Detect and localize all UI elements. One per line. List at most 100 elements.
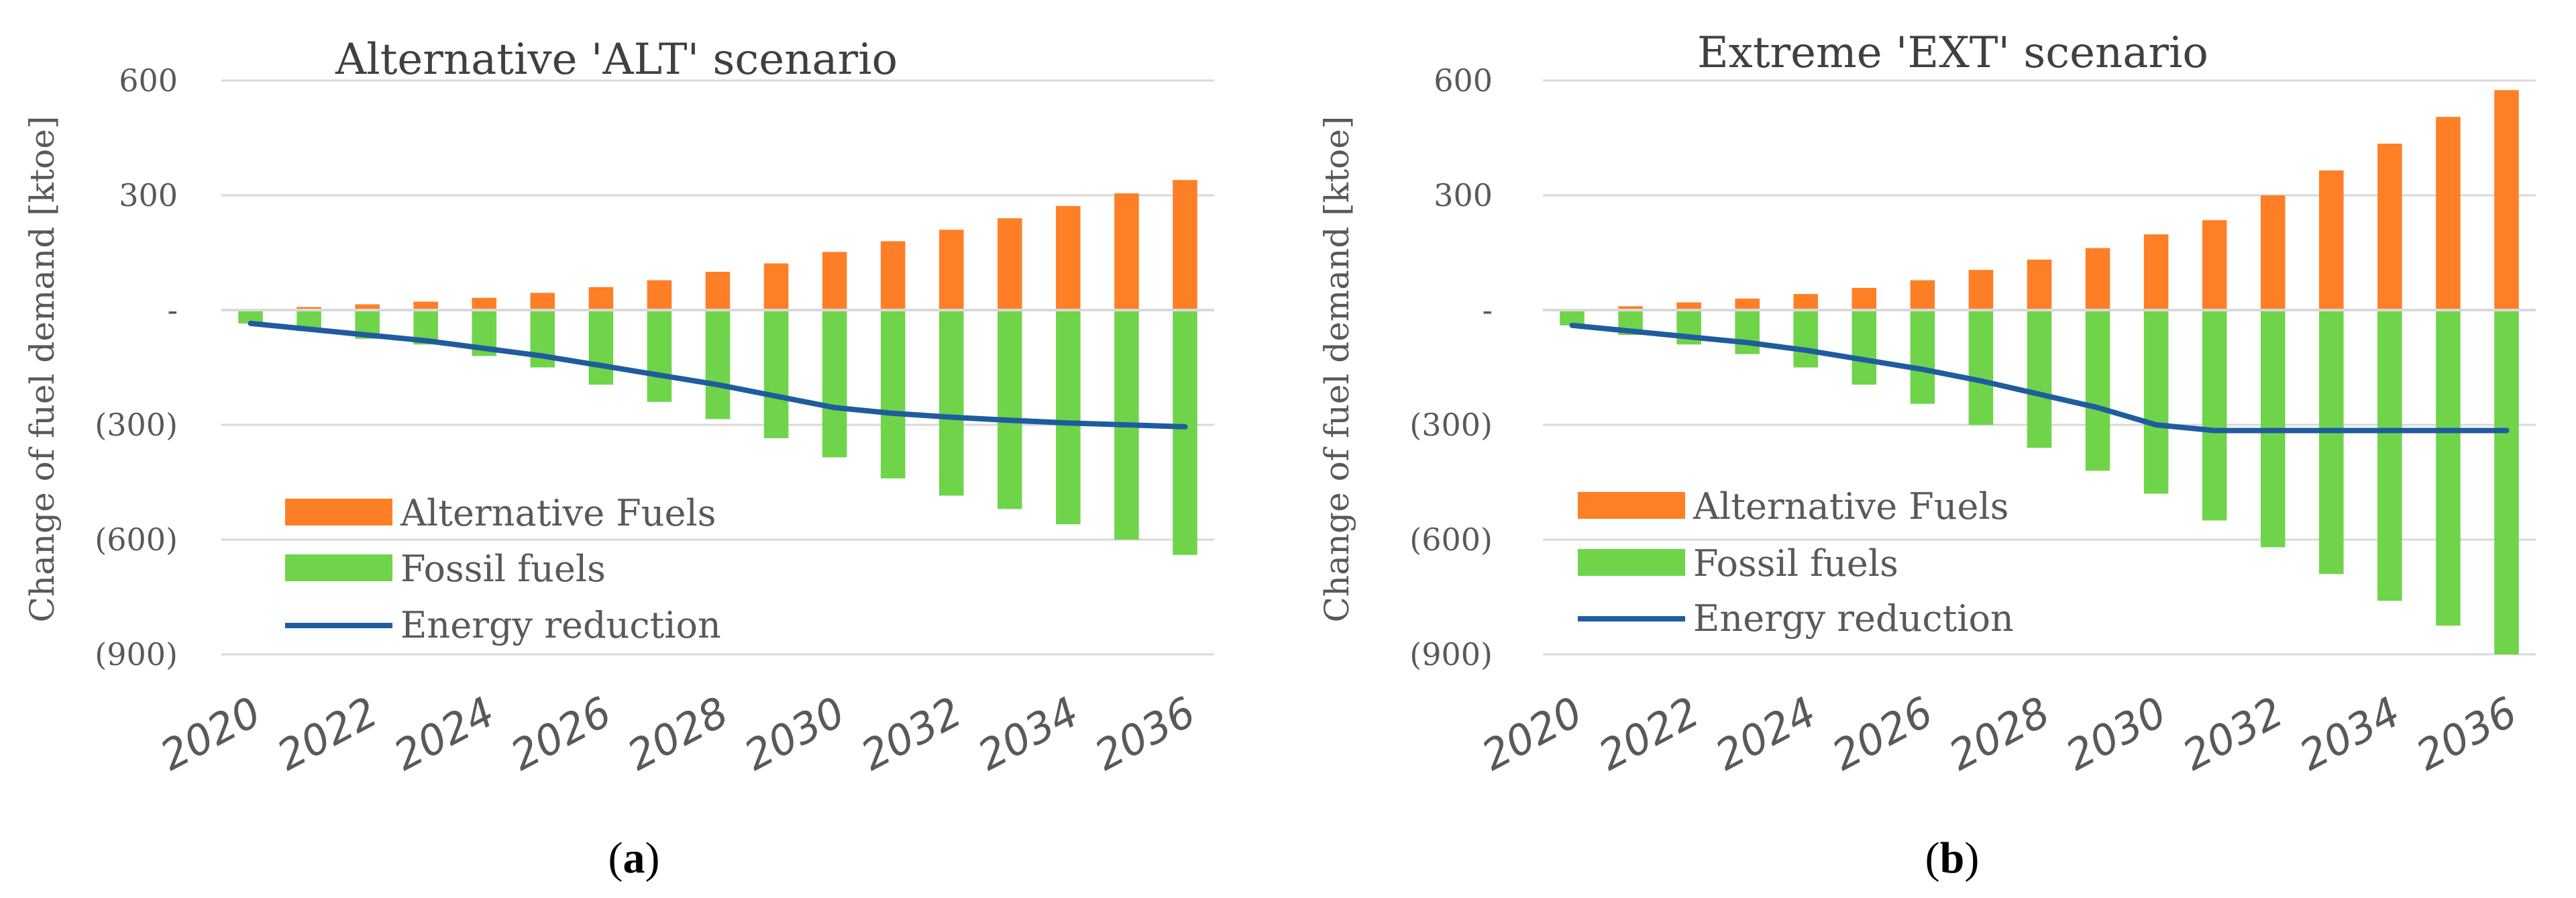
bar-fossil-fuels	[1968, 310, 1994, 425]
bar-fossil-fuels	[938, 310, 964, 496]
bar-fossil-fuels	[2436, 310, 2461, 626]
y-tick-label: 300	[1434, 177, 1493, 213]
legend-label: Alternative Fuels	[400, 492, 716, 534]
y-axis-label: Change of fuel demand [ktoe]	[1318, 116, 1356, 623]
legend-swatch	[285, 499, 392, 526]
bar-alternative-fuels	[588, 287, 614, 310]
bar-alternative-fuels	[355, 304, 380, 310]
y-tick-label: 300	[119, 177, 178, 213]
x-tick-label: 2028	[1941, 687, 2057, 781]
y-tick-label: (600)	[1409, 521, 1493, 558]
legend-label: Energy reduction	[1693, 597, 2014, 640]
y-tick-label: (600)	[95, 521, 178, 558]
x-tick-label: 2024	[386, 687, 502, 781]
panel-label: (b)	[1925, 834, 1980, 883]
x-tick-label: 2030	[2058, 687, 2175, 781]
bar-fossil-fuels	[1735, 310, 1760, 354]
bar-alternative-fuels	[1676, 302, 1701, 310]
bar-alternative-fuels	[1793, 294, 1819, 310]
bar-alternative-fuels	[1968, 270, 1994, 310]
x-tick-label: 2030	[737, 687, 853, 781]
bar-fossil-fuels	[238, 310, 263, 323]
y-tick-label: -	[167, 292, 178, 328]
bar-alternative-fuels	[1735, 298, 1760, 310]
x-tick-label: 2024	[1707, 687, 1824, 781]
bar-alternative-fuels	[2260, 195, 2286, 310]
x-tick-label: 2034	[2292, 687, 2408, 781]
bar-alternative-fuels	[822, 252, 847, 310]
legend-swatch	[1578, 549, 1685, 576]
bar-alternative-fuels	[2319, 170, 2344, 310]
bar-fossil-fuels	[647, 310, 672, 402]
y-tick-label: -	[1482, 292, 1493, 328]
legend-swatch	[285, 554, 392, 581]
bar-fossil-fuels	[1910, 310, 1935, 404]
bar-fossil-fuels	[2377, 310, 2402, 601]
bar-alternative-fuels	[1114, 193, 1139, 310]
legend-label: Fossil fuels	[1693, 542, 1898, 585]
x-tick-label: 2036	[1087, 687, 1203, 781]
bar-alternative-fuels	[1173, 180, 1197, 310]
bar-alternative-fuels	[2377, 144, 2402, 310]
chart-panel-a: 600 300 - (300) (600) (900) Alternative 'ALT' …	[23, 35, 1214, 883]
x-tick-label: 2032	[2175, 687, 2292, 781]
x-tick-label: 2032	[853, 687, 970, 781]
x-tick-label: 2022	[269, 687, 386, 781]
bar-fossil-fuels	[763, 310, 789, 438]
bar-fossil-fuels	[1173, 310, 1197, 555]
chart-title: Alternative 'ALT' scenario	[335, 35, 898, 85]
legend-label: Fossil fuels	[400, 548, 606, 590]
x-tick-label: 2034	[970, 687, 1087, 781]
bar-fossil-fuels	[1793, 310, 1819, 368]
bar-fossil-fuels	[2319, 310, 2344, 575]
x-tick-label: 2026	[502, 687, 619, 781]
bar-alternative-fuels	[1618, 306, 1643, 310]
line-energy-reduction	[248, 320, 1188, 430]
bar-fossil-fuels	[1851, 310, 1877, 385]
bar-alternative-fuels	[2436, 117, 2461, 310]
bar-alternative-fuels	[705, 272, 731, 310]
legend-label: Energy reduction	[400, 604, 721, 646]
x-tick-label: 2026	[1824, 687, 1941, 781]
bar-alternative-fuels	[880, 241, 906, 310]
bar-alternative-fuels	[530, 293, 555, 310]
bar-fossil-fuels	[822, 310, 847, 458]
chart-title: Extreme 'EXT' scenario	[1697, 28, 2208, 78]
bar-alternative-fuels	[2143, 234, 2169, 310]
y-tick-label: (300)	[95, 407, 178, 443]
bar-fossil-fuels	[1056, 310, 1081, 525]
legend-label: Alternative Fuels	[1693, 485, 2009, 528]
x-tick-label: 2036	[2408, 687, 2525, 781]
bar-alternative-fuels	[472, 297, 497, 310]
y-tick-label: 600	[1434, 62, 1493, 99]
bar-alternative-fuels	[938, 230, 964, 310]
bar-alternative-fuels	[1910, 280, 1935, 310]
x-tick-label: 2028	[619, 687, 736, 781]
x-tick-label: 2020	[1474, 687, 1591, 781]
bar-fossil-fuels	[880, 310, 906, 479]
x-tick-label: 2022	[1591, 687, 1707, 781]
bar-alternative-fuels	[2085, 248, 2110, 310]
y-axis-label: Change of fuel demand [ktoe]	[23, 116, 62, 623]
bar-alternative-fuels	[2202, 220, 2227, 310]
bar-alternative-fuels	[763, 263, 789, 310]
bar-alternative-fuels	[647, 280, 672, 310]
bar-fossil-fuels	[2027, 310, 2052, 448]
x-tick-label: 2020	[152, 687, 269, 781]
y-tick-label: (300)	[1409, 407, 1493, 443]
bar-fossil-fuels	[2494, 310, 2519, 654]
bar-alternative-fuels	[2027, 259, 2052, 310]
y-tick-label: (900)	[1409, 636, 1493, 672]
chart-panel-b: 600 300 - (300) (600) (900) Extreme 'EXT' scen…	[1318, 28, 2536, 883]
legend-swatch	[1578, 492, 1685, 519]
bar-fossil-fuels	[1560, 310, 1585, 326]
y-tick-label: (900)	[95, 636, 178, 672]
bar-alternative-fuels	[1056, 205, 1081, 310]
bar-fossil-fuels	[588, 310, 614, 385]
bar-alternative-fuels	[413, 301, 438, 310]
panel-label: (a)	[608, 834, 660, 883]
bar-fossil-fuels	[2202, 310, 2227, 521]
bar-fossil-fuels	[2085, 310, 2110, 471]
line-energy-reduction	[1569, 322, 2510, 434]
